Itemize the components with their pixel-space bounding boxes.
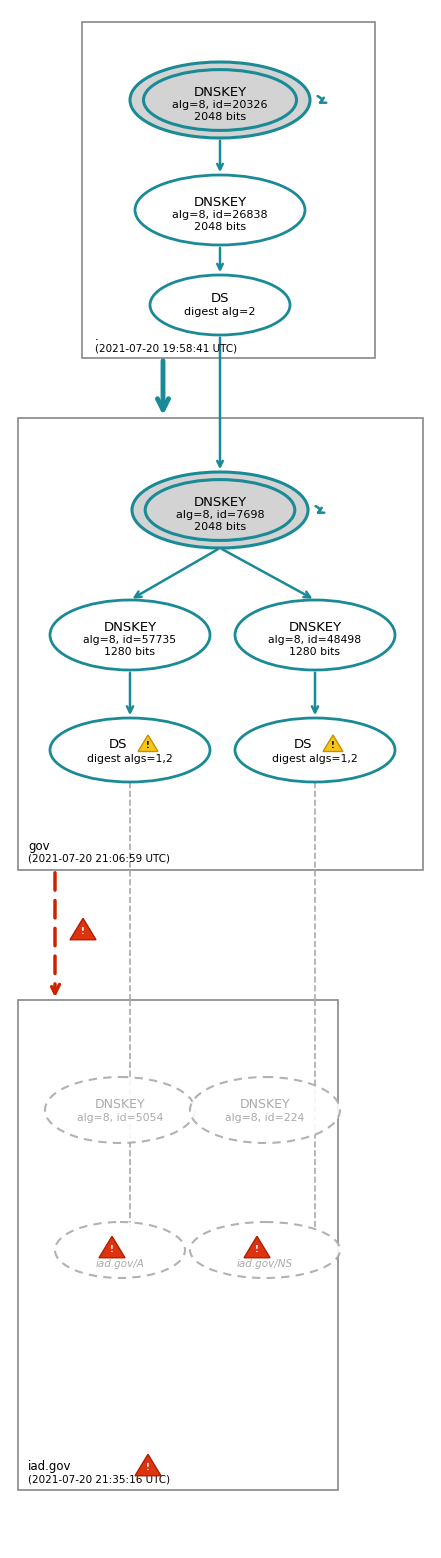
Text: iad.gov/NS: iad.gov/NS [237, 1259, 293, 1270]
Text: 2048 bits: 2048 bits [194, 112, 246, 122]
Text: 1280 bits: 1280 bits [289, 647, 340, 657]
Text: DNSKEY: DNSKEY [194, 195, 247, 209]
Text: DS: DS [294, 737, 312, 751]
Text: 1280 bits: 1280 bits [105, 647, 156, 657]
Text: !: ! [110, 1245, 114, 1254]
Text: !: ! [255, 1245, 259, 1254]
Text: DNSKEY: DNSKEY [194, 495, 247, 508]
Text: alg=8, id=26838: alg=8, id=26838 [172, 210, 268, 220]
Polygon shape [70, 918, 96, 939]
Ellipse shape [55, 1221, 185, 1278]
Bar [82, 22, 375, 358]
Text: alg=8, id=7698: alg=8, id=7698 [176, 509, 264, 520]
Text: digest algs=1,2: digest algs=1,2 [87, 754, 173, 763]
Polygon shape [244, 1237, 270, 1257]
Text: alg=8, id=224: alg=8, id=224 [225, 1112, 305, 1123]
Text: gov: gov [28, 840, 50, 852]
Text: (2021-07-20 21:06:59 UTC): (2021-07-20 21:06:59 UTC) [28, 852, 170, 863]
Text: digest alg=2: digest alg=2 [184, 307, 256, 316]
Text: DS: DS [109, 737, 127, 751]
Ellipse shape [132, 472, 308, 548]
Polygon shape [323, 735, 343, 751]
Ellipse shape [190, 1221, 340, 1278]
Text: DNSKEY: DNSKEY [240, 1097, 290, 1111]
Text: iad.gov: iad.gov [28, 1460, 71, 1472]
Polygon shape [99, 1237, 125, 1257]
Ellipse shape [50, 600, 210, 670]
Bar [18, 1000, 338, 1489]
Text: !: ! [146, 1463, 150, 1472]
Text: alg=8, id=48498: alg=8, id=48498 [269, 636, 362, 645]
Text: DNSKEY: DNSKEY [104, 620, 157, 634]
Ellipse shape [50, 718, 210, 782]
Ellipse shape [235, 718, 395, 782]
Polygon shape [138, 735, 158, 751]
Ellipse shape [190, 1077, 340, 1144]
Ellipse shape [130, 62, 310, 139]
Bar [18, 418, 423, 869]
Ellipse shape [150, 276, 290, 335]
Text: 2048 bits: 2048 bits [194, 522, 246, 531]
Text: alg=8, id=20326: alg=8, id=20326 [172, 100, 268, 111]
Text: (2021-07-20 19:58:41 UTC): (2021-07-20 19:58:41 UTC) [95, 343, 237, 354]
Text: DNSKEY: DNSKEY [95, 1097, 146, 1111]
Ellipse shape [235, 600, 395, 670]
Ellipse shape [135, 174, 305, 245]
Text: alg=8, id=57735: alg=8, id=57735 [83, 636, 176, 645]
Text: DNSKEY: DNSKEY [194, 86, 247, 98]
Text: iad.gov/A: iad.gov/A [96, 1259, 145, 1270]
Text: alg=8, id=5054: alg=8, id=5054 [77, 1112, 163, 1123]
Text: (2021-07-20 21:35:16 UTC): (2021-07-20 21:35:16 UTC) [28, 1474, 170, 1485]
Text: 2048 bits: 2048 bits [194, 221, 246, 232]
Text: !: ! [331, 740, 335, 749]
Text: !: ! [146, 740, 150, 749]
Ellipse shape [45, 1077, 195, 1144]
Text: !: ! [81, 927, 85, 936]
Text: .: . [95, 330, 99, 343]
Polygon shape [135, 1454, 161, 1475]
Text: digest algs=1,2: digest algs=1,2 [272, 754, 358, 763]
Text: DS: DS [211, 291, 229, 304]
Text: DNSKEY: DNSKEY [288, 620, 342, 634]
